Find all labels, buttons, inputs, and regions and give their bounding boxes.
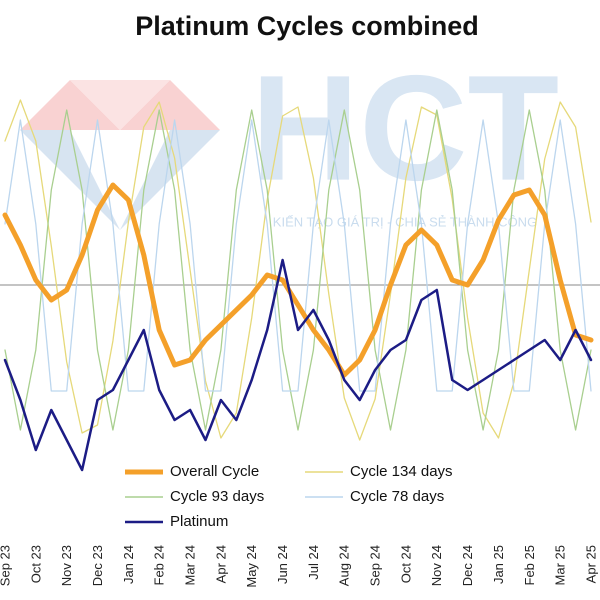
legend-background [118, 458, 488, 538]
series-line [2, 182, 594, 378]
series-line [4, 119, 592, 392]
x-tick-label: Dec 23 [90, 545, 105, 586]
legend-label: Platinum [170, 513, 228, 530]
x-tick-label: Sep 23 [0, 545, 12, 586]
x-axis: Sep 23 Oct 23 Nov 23 Dec 23 Jan 24 Feb 24 Mar … [0, 545, 598, 588]
x-tick-label: Jan 25 [491, 545, 506, 584]
x-tick-label: Dec 24 [460, 545, 475, 586]
x-tick-label: Feb 24 [152, 545, 167, 585]
x-tick-label: May 24 [244, 545, 259, 588]
legend-label: Cycle 93 days [170, 488, 264, 505]
x-tick-label: Nov 24 [429, 545, 444, 586]
x-tick-label: Jan 24 [121, 545, 136, 584]
x-tick-label: Mar 25 [553, 545, 568, 585]
x-tick-label: Oct 24 [398, 545, 413, 583]
x-tick-label: Nov 23 [59, 545, 74, 586]
x-tick-label: Feb 25 [522, 545, 537, 585]
x-tick-label: Mar 24 [182, 545, 197, 585]
legend-label: Cycle 134 days [350, 463, 453, 480]
series-line [4, 109, 592, 431]
chart-title: Platinum Cycles combined [135, 11, 479, 41]
x-tick-label: Aug 24 [337, 545, 352, 586]
x-tick-label: Apr 24 [213, 545, 228, 583]
legend-label: Cycle 78 days [350, 488, 444, 505]
series-line [3, 258, 593, 472]
watermark-logo-shape [20, 80, 220, 230]
x-tick-label: Oct 23 [28, 545, 43, 583]
x-tick-label: Jul 24 [306, 545, 321, 580]
x-tick-label: Jun 24 [275, 545, 290, 584]
x-tick-label: Sep 24 [368, 545, 383, 586]
x-tick-label: Apr 25 [583, 545, 598, 583]
plot-area [0, 99, 600, 472]
legend-label: Overall Cycle [170, 463, 259, 480]
watermark-slogan: KIẾN TẠO GIÁ TRỊ - CHIA SẺ THÀNH CÔNG [273, 214, 537, 229]
legend: Overall Cycle Cycle 134 days Cycle 93 days… [118, 458, 488, 538]
